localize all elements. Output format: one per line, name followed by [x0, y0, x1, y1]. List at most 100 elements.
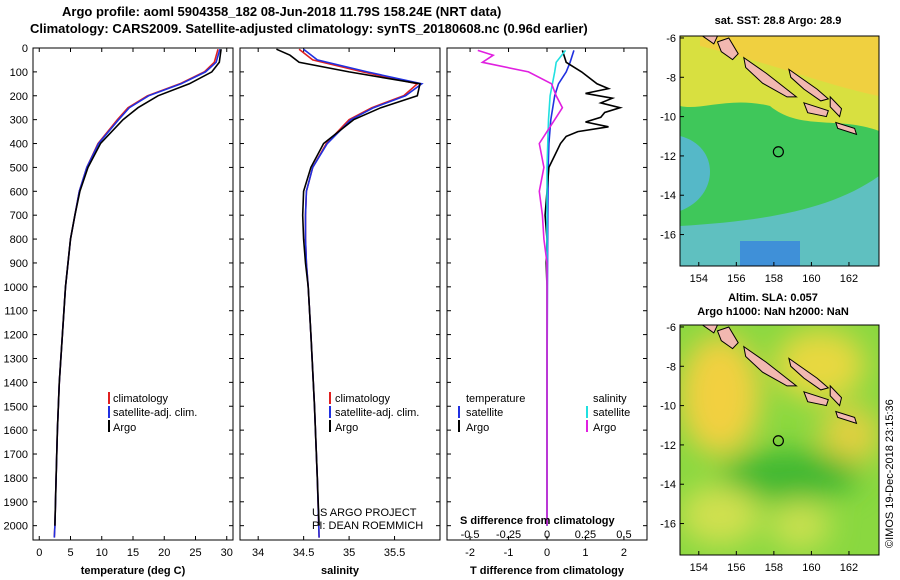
- legend-climatology: climatology: [335, 393, 391, 405]
- series-argo: [276, 48, 421, 526]
- sst-map-title: sat. SST: 28.8 Argo: 28.9: [715, 15, 842, 27]
- island: [803, 391, 829, 407]
- depth-tick-label: 400: [10, 139, 28, 151]
- t-tick-label: -1: [504, 547, 514, 559]
- series-salinity-argo: [477, 49, 564, 526]
- lon-tick-label: 154: [690, 273, 708, 285]
- depth-tick-label: 1400: [4, 377, 28, 389]
- temperature-panel: [32, 47, 234, 541]
- x-tick-label: 15: [127, 547, 139, 559]
- temperature-xlabel: temperature (deg C): [81, 565, 186, 577]
- island: [716, 37, 739, 61]
- lon-tick-label: 162: [840, 562, 858, 574]
- sla-map-frame: [679, 324, 880, 556]
- lat-tick-label: -6: [666, 322, 676, 334]
- lat-tick-label: -10: [660, 401, 676, 413]
- x-tick-label: 25: [189, 547, 201, 559]
- x-tick-label: 34.5: [293, 547, 314, 559]
- legend-salinity-satellite: satellite: [593, 407, 630, 419]
- depth-tick-label: 1000: [4, 282, 28, 294]
- sla-low: [720, 450, 860, 500]
- s-tick-label: -0.25: [496, 529, 521, 541]
- island: [716, 326, 739, 350]
- x-tick-label: 10: [96, 547, 108, 559]
- depth-tick-label: 1800: [4, 473, 28, 485]
- sla-high: [680, 485, 760, 545]
- depth-tick-label: 300: [10, 115, 28, 127]
- lon-tick-label: 160: [802, 562, 820, 574]
- lon-tick-label: 162: [840, 273, 858, 285]
- x-tick-label: 35: [343, 547, 355, 559]
- title-line1: Argo profile: aoml 5904358_182 08-Jun-20…: [62, 4, 501, 19]
- lon-tick-label: 160: [802, 273, 820, 285]
- difference-plot: -2 -1 0 1 2 -0.5 -0.25 0 0.25 0.5: [461, 48, 632, 559]
- island: [829, 95, 843, 118]
- temperature-plot: 0 5 10 15 20 25 30: [36, 48, 233, 559]
- argo-location-marker: [772, 435, 784, 447]
- depth-tick-label: 1300: [4, 353, 28, 365]
- lat-tick-label: -16: [660, 230, 676, 242]
- lat-tick-label: -12: [660, 151, 676, 163]
- lon-tick-label: 154: [690, 562, 708, 574]
- lat-tick-label: -10: [660, 112, 676, 124]
- island: [788, 357, 830, 391]
- salinity-legend: climatology satellite-adj. clim. Argo: [329, 392, 419, 434]
- lat-tick-label: -14: [660, 479, 676, 491]
- salinity-panel: [239, 47, 441, 541]
- x-tick-label: 20: [158, 547, 170, 559]
- t-difference-xlabel: T difference from climatology: [470, 565, 625, 577]
- t-tick-label: 0: [544, 547, 550, 559]
- x-tick-label: 34: [252, 547, 264, 559]
- x-tick-label: 0: [36, 547, 42, 559]
- series-argo: [54, 49, 222, 526]
- title-line2: Climatology: CARS2009. Satellite-adjuste…: [30, 21, 588, 36]
- lat-tick-label: -8: [666, 72, 676, 84]
- s-tick-label: 0: [544, 529, 550, 541]
- island: [835, 410, 858, 425]
- depth-tick-label: 900: [10, 258, 28, 270]
- lat-tick-label: -14: [660, 190, 676, 202]
- x-tick-label: 5: [67, 547, 73, 559]
- depth-tick-label: 700: [10, 210, 28, 222]
- legend-satellite: satellite-adj. clim.: [335, 407, 419, 419]
- legend-temperature-header: temperature: [466, 393, 525, 405]
- sla-high: [820, 405, 879, 465]
- argo-location-marker: [772, 146, 784, 158]
- lon-tick-label: 158: [765, 273, 783, 285]
- lat-tick-label: -8: [666, 361, 676, 373]
- lon-tick-label: 156: [727, 562, 745, 574]
- depth-tick-label: 200: [10, 91, 28, 103]
- sst-cool-west: [680, 136, 710, 211]
- s-tick-label: 0.5: [616, 529, 631, 541]
- x-tick-label: 35.5: [384, 547, 405, 559]
- depth-tick-label: 100: [10, 67, 28, 79]
- t-tick-label: 1: [582, 547, 588, 559]
- salinity-xlabel: salinity: [321, 565, 360, 577]
- s-difference-label: S difference from climatology: [460, 515, 616, 527]
- difference-legend: temperature satellite Argo salinity sate…: [458, 393, 630, 434]
- depth-tick-label: 500: [10, 162, 28, 174]
- credit-project: US ARGO PROJECT: [312, 507, 417, 519]
- sla-map: [680, 325, 879, 555]
- depth-axis: 0 100 200 300 400 500 600 700 800 900 1000 1100 1200…: [4, 43, 647, 533]
- depth-tick-label: 2000: [4, 521, 28, 533]
- sst-map-frame: [679, 35, 880, 267]
- sla-map-axes: 154 156 158 160 162 -6 -8 -10 -12 -14 -16: [660, 322, 858, 574]
- sst-hot-region: [700, 36, 879, 96]
- legend-salinity-header: salinity: [593, 393, 627, 405]
- depth-tick-label: 1500: [4, 401, 28, 413]
- lat-tick-label: -6: [666, 33, 676, 45]
- lat-tick-label: -12: [660, 440, 676, 452]
- island: [743, 56, 798, 98]
- sst-cold-patch: [740, 241, 800, 266]
- legend-satellite: satellite-adj. clim.: [113, 407, 197, 419]
- depth-tick-label: 1100: [4, 306, 28, 318]
- depth-tick-label: 1700: [4, 449, 28, 461]
- sst-map-axes: 154 156 158 160 162 -6 -8 -10 -12 -14 -16: [660, 33, 858, 285]
- depth-tick-label: 1900: [4, 497, 28, 509]
- legend-salinity-argo: Argo: [593, 422, 616, 434]
- island: [803, 102, 829, 118]
- temperature-legend: climatology satellite-adj. clim. Argo: [108, 392, 197, 434]
- salinity-plot: 34 34.5 35 35.5: [252, 48, 424, 559]
- sla-map-title: Altim. SLA: 0.057: [728, 292, 818, 304]
